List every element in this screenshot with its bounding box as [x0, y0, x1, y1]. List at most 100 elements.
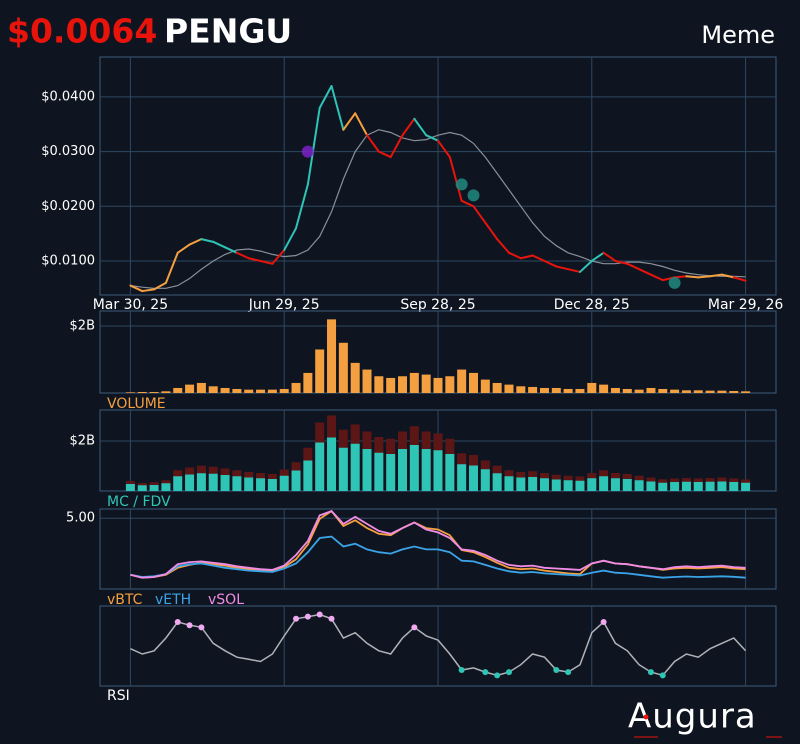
bar [445, 454, 455, 491]
bar [445, 376, 455, 393]
price-segment [496, 238, 510, 254]
price-segment [330, 84, 345, 131]
price-segment [129, 284, 144, 293]
price-segment [295, 183, 309, 230]
bar [658, 388, 668, 393]
price-segment [460, 199, 475, 208]
bar [185, 474, 195, 491]
price: $0.0064 [7, 12, 157, 51]
rsi-dot [659, 672, 666, 679]
bar [398, 376, 408, 393]
price-segment [590, 251, 605, 262]
bar [161, 391, 171, 393]
price-segment [567, 268, 581, 273]
y-tick-label: $2B [70, 434, 95, 449]
signal-marker [467, 189, 480, 202]
x-tick-label: Sep 28, 25 [400, 297, 475, 313]
rsi-dot [647, 669, 654, 676]
price-segment [614, 259, 629, 265]
bar [504, 384, 514, 393]
bar [610, 478, 620, 491]
bar [232, 388, 242, 393]
legend-entry: vETH [155, 592, 191, 608]
bar [516, 386, 526, 393]
bar [196, 382, 206, 393]
bar [409, 372, 419, 393]
bar [362, 449, 372, 491]
rsi-dot [174, 619, 181, 625]
bar [137, 485, 147, 491]
panel-label: RSI [107, 688, 130, 704]
rsi-dot [494, 672, 501, 679]
bar [587, 382, 597, 393]
bar [409, 445, 419, 491]
price-segment [732, 276, 747, 282]
rsi-line [130, 613, 747, 677]
price-segment [543, 259, 558, 268]
bar [468, 465, 478, 491]
logo-dot [643, 714, 649, 720]
signal-marker [455, 178, 468, 191]
legend-entry: vSOL [208, 592, 244, 608]
bar [599, 476, 609, 491]
y-tick-label: $0.0100 [41, 253, 95, 268]
x-tick-label: Dec 28, 25 [554, 297, 630, 313]
bar [196, 473, 206, 491]
bar [681, 390, 691, 393]
bar [374, 376, 384, 393]
price-segment [697, 275, 712, 279]
price-segment [318, 84, 333, 109]
bar [386, 454, 396, 491]
price-segment [578, 259, 593, 273]
bar [741, 482, 751, 491]
rsi-dot [198, 624, 205, 631]
bar [125, 392, 135, 393]
rsi-dot [600, 619, 607, 625]
bar [457, 464, 467, 491]
bar [516, 477, 526, 491]
bar [279, 388, 289, 393]
rsi-dot [553, 667, 560, 673]
bar [256, 478, 266, 491]
x-tick-label: Mar 30, 25 [93, 297, 168, 313]
bar [670, 482, 680, 491]
price-segment [224, 246, 238, 254]
rsi-dot [458, 667, 465, 673]
rsi-dot [293, 615, 300, 622]
price-segment [531, 254, 546, 262]
ticker: PENGU [164, 12, 292, 51]
bar [327, 437, 337, 491]
panel-label: MC / FDV [107, 494, 171, 510]
bar [149, 485, 159, 491]
price-segment [389, 134, 404, 159]
y-tick-label: $2B [70, 319, 95, 334]
series-line [130, 535, 746, 579]
rsi-dot [565, 669, 572, 676]
price-segment [437, 139, 451, 159]
bar [350, 362, 360, 393]
bar [587, 478, 597, 491]
bar [338, 447, 348, 491]
bar [350, 443, 360, 491]
bar [528, 477, 538, 491]
price-segment [259, 259, 274, 265]
price-segment [354, 112, 369, 137]
rsi-dot [316, 611, 323, 618]
price-segment [413, 117, 428, 137]
x-tick-label: Jun 29, 25 [248, 297, 320, 313]
bar [149, 391, 159, 393]
signal-marker [301, 145, 314, 158]
price-segment [720, 273, 735, 279]
bar [291, 470, 301, 491]
panel-label: VOLUME [107, 396, 166, 412]
bar [173, 387, 183, 393]
bar [551, 479, 561, 491]
bar [256, 389, 266, 393]
rsi-dot [328, 615, 335, 622]
series-line [130, 510, 746, 579]
rsi-dot [505, 669, 512, 676]
price-segment [448, 156, 463, 202]
price-segment [271, 249, 286, 265]
price-segment [649, 273, 664, 282]
